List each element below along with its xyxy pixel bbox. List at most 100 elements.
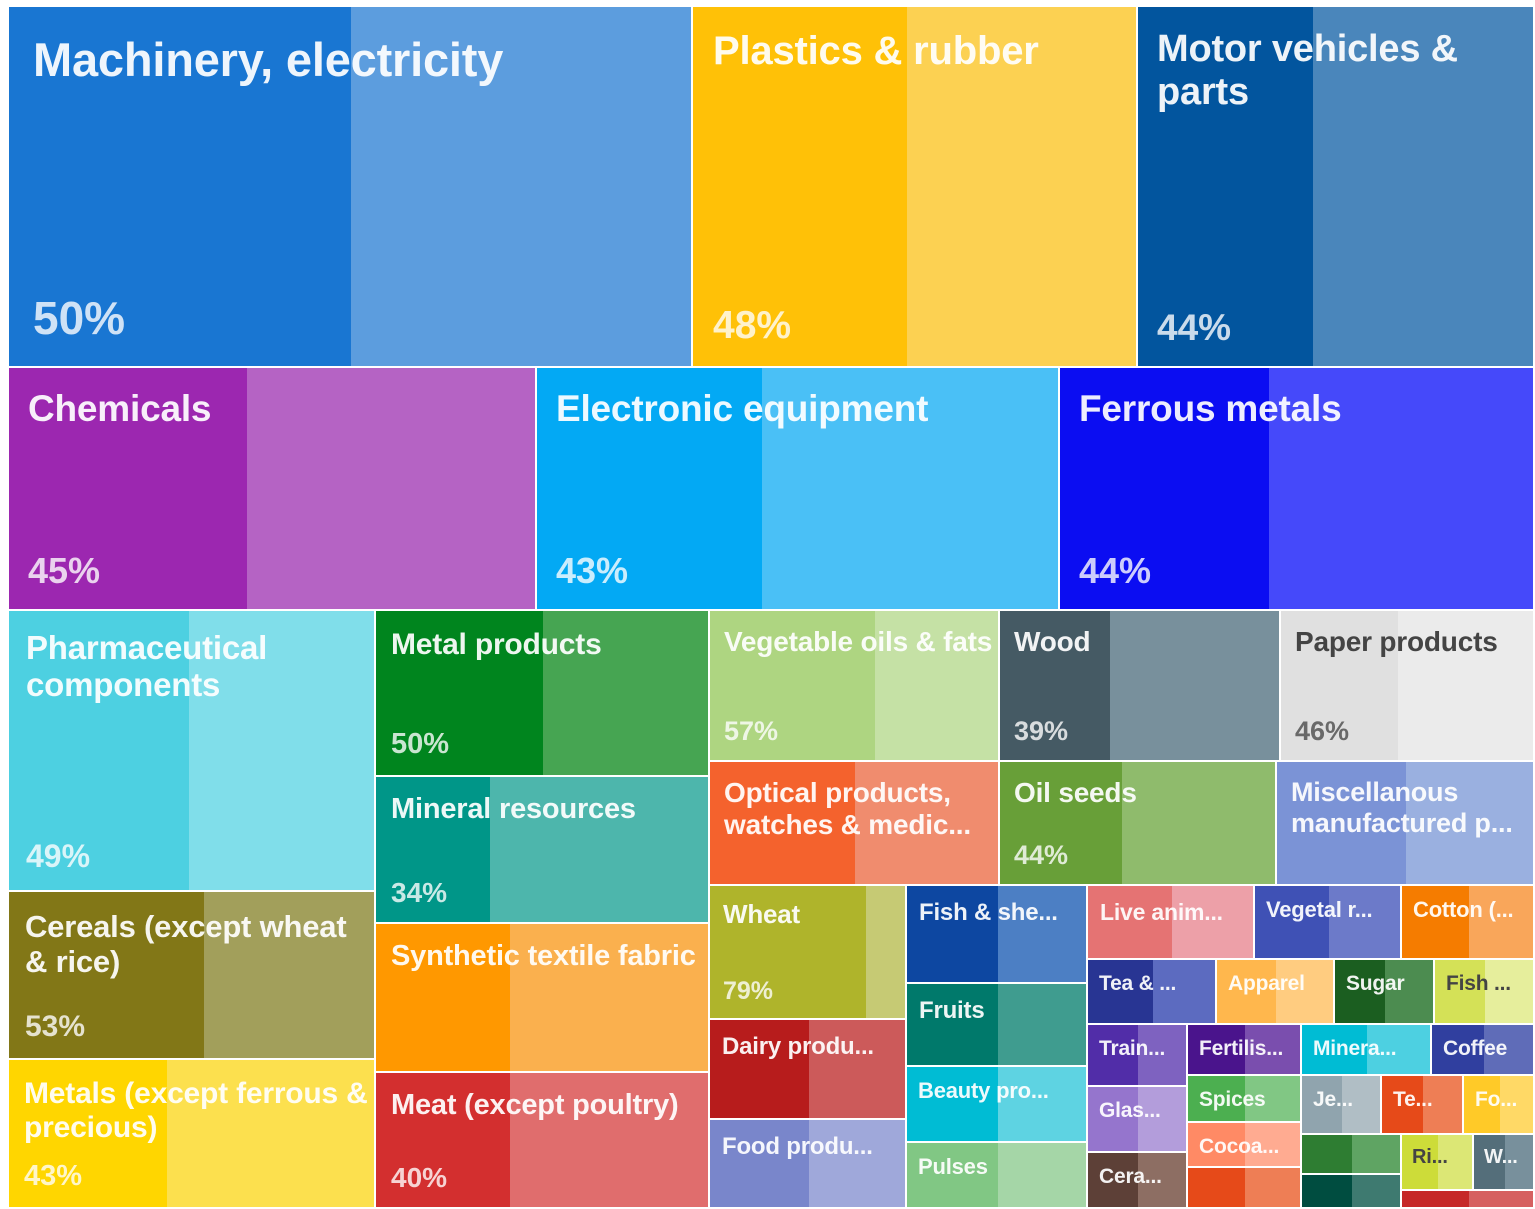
treemap-tile-block-46[interactable] — [1302, 1135, 1402, 1175]
treemap-tile-apparel[interactable]: Apparel — [1217, 960, 1335, 1025]
tile-share-shade — [1138, 1153, 1186, 1207]
treemap-tile-vegetal-r[interactable]: Vegetal r... — [1255, 886, 1402, 960]
tile-share-shade — [351, 7, 691, 366]
tile-share-shade — [998, 1067, 1086, 1141]
tile-label: Oil seeds — [1014, 777, 1137, 808]
tile-share-shade — [510, 1073, 708, 1207]
tile-share-shade — [1269, 368, 1533, 609]
tile-label: Tea & ... — [1099, 972, 1177, 995]
tile-share-shade — [1138, 1025, 1186, 1085]
treemap-tile-cera[interactable]: Cera... — [1088, 1153, 1188, 1209]
tile-share-shade — [1484, 1025, 1533, 1074]
treemap-tile-fo[interactable]: Fo... — [1464, 1076, 1535, 1135]
tile-percentage: 49% — [26, 838, 91, 874]
tile-share-shade — [1122, 762, 1275, 884]
treemap-tile-oil-seeds[interactable]: Oil seeds 44% — [1000, 762, 1277, 886]
treemap-tile-plastics-rubber[interactable]: Plastics & rubber 48% — [693, 7, 1138, 368]
treemap-tile-fertilis[interactable]: Fertilis... — [1188, 1025, 1302, 1076]
tile-label: Motor vehicles & parts — [1157, 28, 1458, 113]
treemap-tile-glas[interactable]: Glas... — [1088, 1087, 1188, 1153]
tile-share-shade — [762, 368, 1058, 609]
treemap-tile-fish[interactable]: Fish ... — [1435, 960, 1535, 1025]
treemap-tile-paper-products[interactable]: Paper products 46% — [1281, 611, 1535, 762]
tile-percentage: 46% — [1295, 716, 1350, 746]
treemap-tile-synthetic-textile-fabric[interactable]: Synthetic textile fabric — [376, 924, 710, 1073]
tile-label: Coffee — [1443, 1037, 1508, 1060]
treemap-tile-meat-except-poultry[interactable]: Meat (except poultry) 40% — [376, 1073, 710, 1209]
treemap-tile-machinery-electricity[interactable]: Machinery, electricity 50% — [9, 7, 693, 368]
treemap-tile-wood[interactable]: Wood 39% — [1000, 611, 1281, 762]
tile-label: Electronic equipment — [556, 388, 929, 429]
tile-share-shade — [1329, 886, 1400, 958]
tile-percentage: 39% — [1014, 716, 1069, 746]
tile-share-shade — [1172, 886, 1253, 958]
treemap-tile-sugar[interactable]: Sugar — [1335, 960, 1435, 1025]
treemap-tile-beauty-pro[interactable]: Beauty pro... — [907, 1067, 1088, 1143]
tile-share-shade — [866, 886, 905, 1018]
treemap-tile-minera[interactable]: Minera... — [1302, 1025, 1432, 1076]
treemap-tile-metal-products[interactable]: Metal products 50% — [376, 611, 710, 777]
tile-percentage: 50% — [391, 728, 450, 760]
tile-label: Wood — [1014, 626, 1091, 657]
tile-label: Fo... — [1475, 1088, 1518, 1111]
tile-share-shade — [998, 886, 1086, 982]
treemap-tile-coffee[interactable]: Coffee — [1432, 1025, 1535, 1076]
tile-label: Fish ... — [1446, 972, 1511, 995]
tile-percentage: 34% — [391, 877, 448, 908]
treemap-tile-live-anim[interactable]: Live anim... — [1088, 886, 1255, 960]
tile-label: Paper products — [1295, 626, 1498, 657]
tile-percentage: 43% — [24, 1160, 83, 1192]
treemap-tile-train[interactable]: Train... — [1088, 1025, 1188, 1087]
treemap-tile-fruits[interactable]: Fruits — [907, 984, 1088, 1067]
tile-share-shade — [855, 762, 998, 884]
tile-share-shade — [907, 7, 1136, 366]
treemap-tile-motor-vehicles-parts[interactable]: Motor vehicles & parts 44% — [1138, 7, 1535, 368]
treemap-tile-fish-she[interactable]: Fish & she... — [907, 886, 1088, 984]
treemap-tile-pharmaceutical-components[interactable]: Pharmaceutical components 49% — [9, 611, 376, 892]
treemap-tile-pulses[interactable]: Pulses — [907, 1143, 1088, 1209]
treemap-tile-block-47[interactable] — [1188, 1168, 1302, 1209]
tile-share-shade — [1406, 762, 1533, 884]
treemap-tile-te[interactable]: Te... — [1382, 1076, 1464, 1135]
treemap-tile-metals-except-ferrous-precious[interactable]: Metals (except ferrous & precious) 43% — [9, 1060, 376, 1209]
tile-percentage: 44% — [1014, 840, 1069, 870]
treemap-tile-wheat[interactable]: Wheat 79% — [710, 886, 907, 1020]
tile-label: Wheat — [723, 899, 801, 929]
treemap-tile-spices[interactable]: Spices — [1188, 1076, 1302, 1123]
treemap-tile-w[interactable]: W... — [1474, 1135, 1535, 1191]
treemap-tile-dairy-produ[interactable]: Dairy produ... — [710, 1020, 907, 1120]
tile-label: Apparel — [1228, 972, 1305, 995]
treemap-tile-food-produ[interactable]: Food produ... — [710, 1120, 907, 1209]
treemap-tile-miscellanous-manufactured-p[interactable]: Miscellanous manufactured p... — [1277, 762, 1535, 886]
tile-share-shade — [1505, 1135, 1533, 1189]
tile-label: Vegetal r... — [1266, 897, 1373, 922]
treemap-tile-cereals-except-wheat-rice[interactable]: Cereals (except wheat & rice) 53% — [9, 892, 376, 1060]
treemap-tile-block-49[interactable] — [1302, 1175, 1402, 1209]
tile-label: Plastics & rubber — [713, 29, 1039, 73]
tile-percentage: 44% — [1157, 307, 1232, 348]
treemap-tile-cotton[interactable]: Cotton (... — [1402, 886, 1535, 960]
tile-share-shade — [1438, 1135, 1472, 1189]
treemap-tile-ri[interactable]: Ri... — [1402, 1135, 1474, 1191]
tile-label: Cera... — [1099, 1165, 1162, 1188]
tile-share-shade — [1500, 1076, 1533, 1133]
tile-share-shade — [998, 1143, 1086, 1207]
tile-label: Fish & she... — [919, 899, 1058, 926]
treemap-tile-electronic-equipment[interactable]: Electronic equipment 43% — [537, 368, 1060, 611]
tile-label: Minera... — [1313, 1037, 1397, 1060]
tile-share-shade — [490, 777, 708, 922]
tile-label: Ferrous metals — [1079, 388, 1342, 429]
treemap-tile-ferrous-metals[interactable]: Ferrous metals 44% — [1060, 368, 1535, 611]
tile-label: Train... — [1099, 1037, 1166, 1060]
treemap-tile-vegetable-oils-fats[interactable]: Vegetable oils & fats 57% — [710, 611, 1000, 762]
treemap-tile-block-48[interactable] — [1402, 1191, 1535, 1209]
treemap-tile-mineral-resources[interactable]: Mineral resources 34% — [376, 777, 710, 924]
treemap-tile-chemicals[interactable]: Chemicals 45% — [9, 368, 537, 611]
tile-share-shade — [510, 924, 708, 1071]
tile-share-shade — [1245, 1123, 1300, 1166]
treemap-tile-optical-products-watches-medic[interactable]: Optical products, watches & medic... — [710, 762, 1000, 886]
treemap-tile-tea[interactable]: Tea & ... — [1088, 960, 1217, 1025]
treemap-tile-je[interactable]: Je... — [1302, 1076, 1382, 1135]
treemap-tile-cocoa[interactable]: Cocoa... — [1188, 1123, 1302, 1168]
tile-label: Food produ... — [722, 1133, 873, 1160]
